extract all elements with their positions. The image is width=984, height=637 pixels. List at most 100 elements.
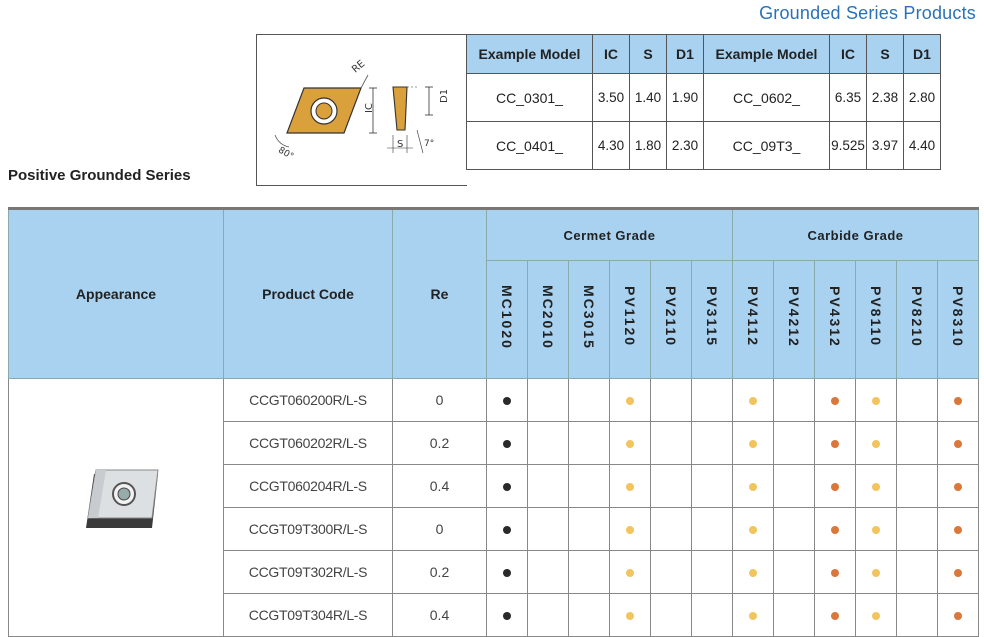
grade-header: PV8310 bbox=[937, 260, 979, 379]
angle-label: 80° bbox=[276, 146, 295, 163]
grade-header: PV4312 bbox=[814, 260, 856, 379]
grade-availability-cell bbox=[527, 464, 569, 508]
grade-header: PV8110 bbox=[855, 260, 897, 379]
re-cell: 0.4 bbox=[392, 593, 487, 637]
insert-geometry-drawing: RE IC 80° D1 S 7° bbox=[274, 58, 450, 163]
grade-availability-cell bbox=[773, 507, 815, 551]
grade-availability-cell bbox=[691, 593, 733, 637]
availability-dot-yellow bbox=[749, 440, 757, 448]
product-code-cell: CCGT060200R/L-S bbox=[223, 378, 393, 422]
grade-availability-cell bbox=[732, 507, 774, 551]
grade-availability-cell bbox=[896, 507, 938, 551]
grade-availability-cell bbox=[691, 378, 733, 422]
grade-availability-cell bbox=[896, 421, 938, 465]
insert-appearance bbox=[8, 378, 224, 637]
grade-availability-cell bbox=[937, 550, 979, 594]
grade-availability-cell bbox=[691, 507, 733, 551]
availability-dot-black bbox=[503, 612, 511, 620]
grade-availability-cell bbox=[691, 550, 733, 594]
value-cell: 9.525 bbox=[829, 121, 867, 170]
availability-dot-yellow bbox=[872, 569, 880, 577]
availability-dot-yellow bbox=[872, 612, 880, 620]
ic-label: IC bbox=[364, 103, 375, 113]
grade-header: MC3015 bbox=[568, 260, 610, 379]
grade-availability-cell bbox=[609, 550, 651, 594]
grade-availability-cell bbox=[896, 550, 938, 594]
clearance-label: 7° bbox=[424, 139, 434, 149]
example-header-row: Example Model IC S D1 Example Model IC S… bbox=[466, 34, 941, 74]
series-title: Positive Grounded Series bbox=[8, 167, 191, 184]
grade-availability-cell bbox=[650, 378, 692, 422]
table-row: CCGT060204R/L-S 0.4 bbox=[9, 464, 979, 508]
model-cell: CC_0401_ bbox=[466, 121, 593, 170]
grade-availability-cell bbox=[732, 421, 774, 465]
grade-header: PV8210 bbox=[896, 260, 938, 379]
value-cell: 4.30 bbox=[592, 121, 630, 170]
availability-dot-yellow bbox=[872, 483, 880, 491]
grade-availability-cell bbox=[855, 550, 897, 594]
availability-dot-orange bbox=[831, 526, 839, 534]
grade-availability-cell bbox=[732, 550, 774, 594]
grade-availability-cell bbox=[855, 464, 897, 508]
grade-availability-cell bbox=[814, 593, 856, 637]
grade-availability-cell bbox=[814, 421, 856, 465]
grade-availability-cell bbox=[814, 550, 856, 594]
grade-availability-cell bbox=[937, 593, 979, 637]
example-row: CC_0301_ 3.50 1.40 1.90 CC_0602_ 6.35 2.… bbox=[466, 73, 941, 122]
grade-availability-cell bbox=[486, 593, 528, 637]
product-code-cell: CCGT060202R/L-S bbox=[223, 421, 393, 465]
header-row-2: MC1020 MC2010 MC3015 PV1120 PV2110 PV311… bbox=[9, 260, 979, 379]
grade-availability-cell bbox=[568, 464, 610, 508]
grade-availability-cell bbox=[814, 507, 856, 551]
re-cell: 0.4 bbox=[392, 464, 487, 508]
availability-dot-orange bbox=[954, 440, 962, 448]
grade-availability-cell bbox=[650, 464, 692, 508]
availability-dot-black bbox=[503, 440, 511, 448]
grade-availability-cell bbox=[609, 593, 651, 637]
grade-availability-cell bbox=[568, 421, 610, 465]
example-row: CC_0401_ 4.30 1.80 2.30 CC_09T3_ 9.525 3… bbox=[466, 121, 941, 170]
value-cell: 1.40 bbox=[629, 73, 667, 122]
grade-label: MC2010 bbox=[540, 284, 556, 350]
grade-availability-cell bbox=[732, 378, 774, 422]
grade-availability-cell bbox=[773, 593, 815, 637]
page-title: Grounded Series Products bbox=[759, 3, 976, 23]
grade-availability-cell bbox=[691, 421, 733, 465]
availability-dot-orange bbox=[954, 483, 962, 491]
availability-dot-yellow bbox=[749, 483, 757, 491]
insert-diagram: RE IC 80° D1 S 7° bbox=[256, 34, 467, 186]
value-cell: 2.38 bbox=[866, 73, 904, 122]
grade-header: PV4112 bbox=[732, 260, 774, 379]
grade-label: PV1120 bbox=[622, 286, 638, 348]
grade-availability-cell bbox=[855, 421, 897, 465]
availability-dot-yellow bbox=[872, 440, 880, 448]
grade-availability-cell bbox=[650, 507, 692, 551]
grade-availability-cell bbox=[650, 421, 692, 465]
availability-dot-yellow bbox=[749, 612, 757, 620]
table-row: CCGT09T300R/L-S 0 bbox=[9, 507, 979, 551]
grade-availability-cell bbox=[609, 421, 651, 465]
availability-dot-yellow bbox=[626, 397, 634, 405]
grade-availability-cell bbox=[486, 421, 528, 465]
grade-header: MC1020 bbox=[486, 260, 528, 379]
grade-label: PV2110 bbox=[663, 286, 679, 348]
grade-availability-cell bbox=[896, 464, 938, 508]
header-row-1: Appearance Product Code Re Cermet Grade … bbox=[8, 207, 979, 379]
availability-dot-yellow bbox=[749, 569, 757, 577]
ic-header: IC bbox=[592, 34, 630, 74]
product-rows: CCGT060200R/L-S 0 CCGT060202R/L-S 0.2 CCGT06… bbox=[8, 378, 979, 637]
availability-dot-yellow bbox=[872, 526, 880, 534]
grade-label: PV8310 bbox=[950, 286, 966, 348]
grade-label: PV4112 bbox=[745, 286, 761, 348]
model-cell: CC_09T3_ bbox=[703, 121, 830, 170]
grade-label: PV8210 bbox=[909, 286, 925, 348]
value-cell: 1.80 bbox=[629, 121, 667, 170]
grade-availability-cell bbox=[568, 550, 610, 594]
value-cell: 2.30 bbox=[666, 121, 704, 170]
d1-header: D1 bbox=[666, 34, 704, 74]
grade-availability-cell bbox=[650, 593, 692, 637]
availability-dot-black bbox=[503, 483, 511, 491]
example-model-header: Example Model bbox=[703, 34, 830, 74]
grade-availability-cell bbox=[486, 464, 528, 508]
grade-header: PV1120 bbox=[609, 260, 651, 379]
